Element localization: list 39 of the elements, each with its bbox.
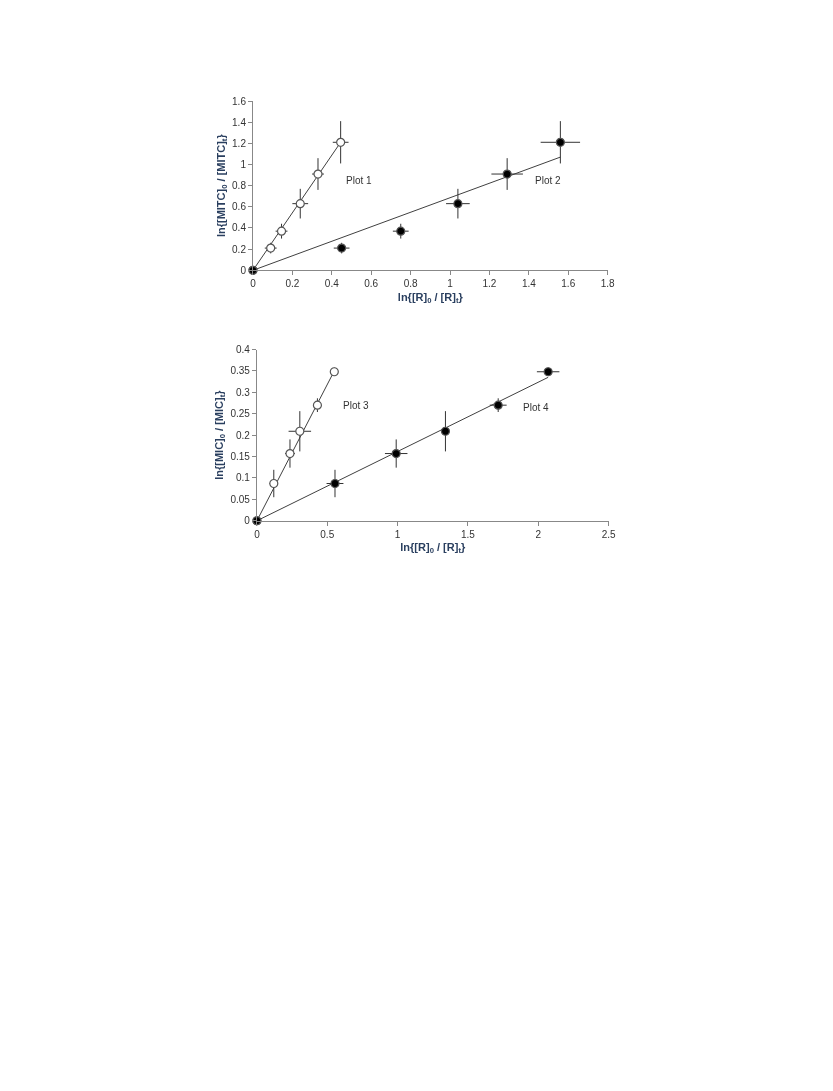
text: Plot 3 (343, 400, 370, 411)
y-tick-label: 1 (240, 159, 247, 171)
y-tick-label: 0.1 (236, 472, 251, 484)
x-tick-label: 0 (254, 528, 261, 540)
x-tick-label: 1 (394, 528, 401, 540)
x-tick-label: 0.8 (403, 278, 418, 290)
y-tick-label: 0.35 (230, 365, 251, 377)
y-tick-label: 0.3 (236, 386, 251, 398)
x-tick-label: 2 (535, 528, 542, 540)
y-tick-label: 0.15 (230, 451, 251, 463)
x-tick-label: 1.6 (561, 278, 576, 290)
text: Plot 2 (535, 175, 562, 186)
y-tick-label: 1.2 (232, 137, 247, 149)
x-tick-label: 1.4 (521, 278, 537, 290)
x-tick-label: 0.2 (285, 278, 300, 290)
x-tick-label: 1 (447, 278, 454, 290)
y-tick-label: 0 (240, 264, 247, 276)
y-tick-label: 0 (244, 515, 251, 527)
x-tick-label: 1.5 (461, 528, 476, 540)
text: Plot 4 (523, 402, 550, 413)
text: Plot 1 (346, 175, 373, 186)
y-tick-label: 0.2 (236, 429, 251, 441)
y-tick-label: 1.4 (232, 116, 247, 128)
y-tick-label: 0.4 (236, 344, 251, 355)
y-tick-label: 1.6 (232, 95, 247, 107)
x-tick-label: 1.2 (482, 278, 497, 290)
y-tick-label: 0.6 (232, 201, 247, 213)
x-axis-title: ln{[R]$_{0}$ / [R]$_{t}$} (397, 290, 464, 305)
x-tick-label: 0.5 (320, 528, 335, 540)
x-axis-title: ln{[R]$_{0}$ / [R]$_{t}$} (400, 540, 466, 556)
y-tick-label: 0.25 (230, 408, 251, 420)
x-tick-label: 0.4 (324, 278, 340, 290)
y-tick-label: 0.05 (230, 493, 251, 505)
x-tick-label: 2.5 (601, 528, 617, 540)
x-tick-label: 1.8 (600, 278, 616, 290)
y-tick-label: 0.2 (232, 243, 247, 255)
y-tick-label: 0.4 (232, 222, 247, 234)
x-tick-label: 0.6 (364, 278, 379, 290)
y-tick-label: 0.8 (232, 180, 247, 192)
